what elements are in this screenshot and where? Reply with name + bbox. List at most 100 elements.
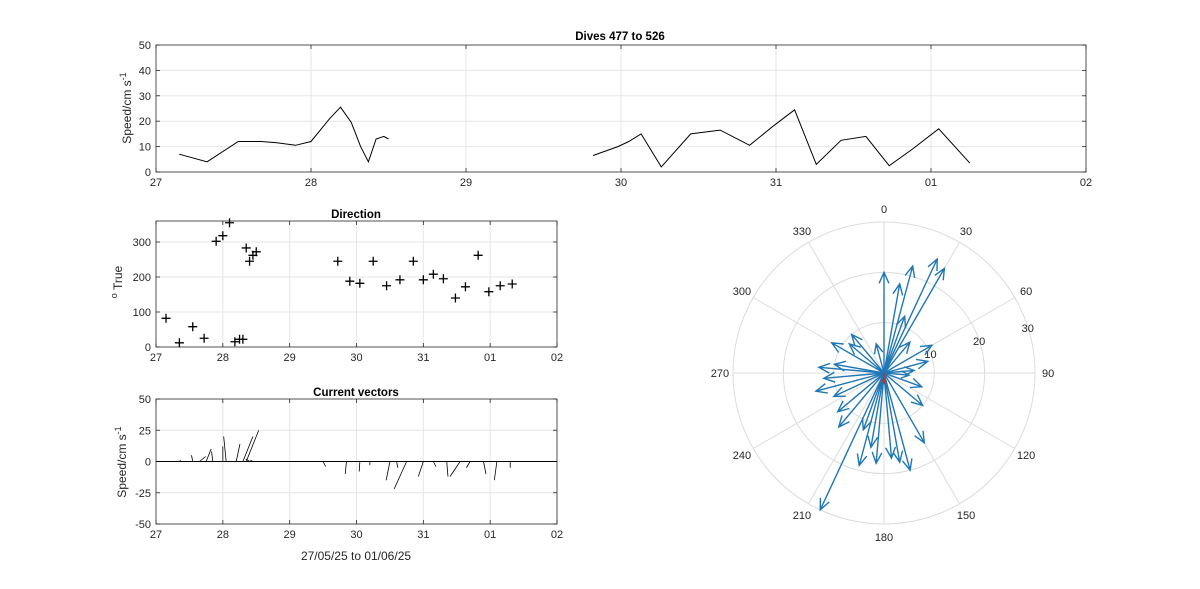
direction-point: [345, 276, 355, 286]
polar-vector-arrow: [822, 371, 885, 383]
vector-stick: [245, 458, 250, 462]
direction-xtick-label: 02: [551, 352, 563, 364]
speed-ytick-label: 40: [139, 65, 151, 77]
polar-vector-arrow: [814, 372, 885, 394]
polar-vector-arrow: [883, 372, 904, 464]
polar-theta-label: 90: [1042, 368, 1054, 380]
speed-xtick-label: 30: [615, 177, 627, 189]
direction-ytick-label: 0: [145, 342, 151, 354]
vector-stick: [250, 459, 254, 462]
vectors-ylabel: Speed/cm s-1: [113, 426, 129, 497]
speed-ytick-label: 20: [139, 116, 151, 128]
direction-point: [473, 250, 483, 260]
direction-ytick-label: 300: [133, 237, 151, 249]
polar-vector-arrow: [837, 372, 885, 429]
direction-point: [218, 231, 228, 241]
polar-vector-arrow: [883, 372, 913, 472]
polar-vector-arrow: [856, 372, 885, 468]
direction-point: [161, 313, 171, 323]
direction-panel: Direction o True 27 28 29 30 31 01 02 0 100 200 30…: [109, 209, 563, 364]
polar-vector-arrow: [867, 372, 885, 450]
polar-panel: 0 30 60 90 120 150 180 210 240 270 300 330 10 20 30: [711, 204, 1054, 544]
direction-point: [495, 281, 505, 291]
direction-point: [368, 256, 378, 266]
polar-theta-label: 300: [733, 286, 751, 298]
direction-point: [408, 256, 418, 266]
polar-r-label: 20: [973, 336, 985, 348]
vector-stick: [205, 448, 212, 462]
vector-stick: [466, 461, 471, 468]
polar-vector-arrow: [883, 344, 934, 374]
polar-vector-arrow: [873, 342, 885, 374]
speed-title: Dives 477 to 526: [575, 31, 665, 43]
polar-vector-arrow: [883, 372, 897, 460]
direction-xtick-label: 30: [350, 352, 362, 364]
polar-vector-arrow: [883, 340, 912, 374]
direction-xtick-label: 29: [284, 352, 296, 364]
polar-theta-label: 210: [793, 510, 811, 522]
direction-point: [211, 236, 221, 246]
speed-ytick-label: 10: [139, 142, 151, 154]
direction-xtick-label: 27: [150, 352, 162, 364]
speed-ylabel: Speed/cm s-1: [118, 72, 134, 143]
direction-ytick-label: 100: [133, 307, 151, 319]
direction-title: Direction: [331, 209, 381, 221]
speed-xtick-label: 29: [460, 177, 472, 189]
vector-stick: [493, 461, 498, 481]
polar-vector-arrow: [832, 360, 885, 374]
vector-stick: [483, 461, 487, 475]
polar-spoke: [883, 372, 1016, 449]
direction-point: [382, 281, 392, 291]
direction-xtick-label: 01: [484, 352, 496, 364]
vectors-panel: Current vectors Speed/cm s-1 27/05/25 to…: [113, 387, 563, 563]
vectors-ytick-label: 0: [145, 457, 151, 469]
direction-point: [241, 243, 251, 253]
polar-vector-arrow: [883, 370, 911, 379]
vector-stick: [199, 456, 206, 462]
polar-vector-arrow: [883, 266, 946, 374]
vectors-xtick-label: 28: [217, 529, 229, 541]
vectors-ytick-label: -25: [135, 488, 151, 500]
speed-ytick-label: 30: [139, 91, 151, 103]
vectors-ytick-label: -50: [135, 519, 151, 531]
polar-r-label: 10: [924, 349, 936, 361]
vector-stick: [242, 436, 254, 462]
direction-point: [428, 269, 438, 279]
vectors-ytick-label: 50: [139, 394, 151, 406]
vectors-xtick-label: 29: [284, 529, 296, 541]
polar-theta-label: 0: [881, 204, 887, 216]
polar-theta-label: 270: [711, 368, 729, 380]
direction-point: [245, 256, 255, 266]
direction-point: [225, 218, 235, 228]
vector-stick: [449, 461, 461, 477]
vector-stick: [223, 436, 227, 462]
direction-point: [230, 337, 240, 347]
direction-point: [484, 287, 494, 297]
direction-point: [460, 282, 470, 292]
vector-stick: [344, 461, 347, 475]
direction-ytick-label: 200: [133, 272, 151, 284]
polar-vector-arrow: [878, 270, 890, 373]
vector-stick: [385, 461, 391, 481]
polar-r-label: 30: [1022, 323, 1034, 335]
direction-point: [238, 334, 248, 344]
polar-theta-label: 330: [793, 226, 811, 238]
polar-vector-arrow: [819, 372, 885, 512]
direction-point: [450, 293, 460, 303]
polar-vector-arrow: [883, 257, 938, 374]
vector-stick: [211, 451, 214, 462]
vector-stick: [322, 461, 326, 467]
vector-stick: [191, 455, 194, 462]
vector-stick: [417, 461, 424, 477]
direction-point: [395, 275, 405, 285]
polar-theta-label: 150: [957, 510, 975, 522]
direction-point: [333, 256, 343, 266]
direction-point: [418, 275, 428, 285]
direction-point: [174, 338, 184, 348]
polar-vector-arrow: [883, 372, 924, 389]
polar-ring: [732, 221, 1036, 525]
direction-point: [438, 274, 448, 284]
vector-stick: [433, 461, 437, 467]
vector-stick: [393, 461, 407, 490]
